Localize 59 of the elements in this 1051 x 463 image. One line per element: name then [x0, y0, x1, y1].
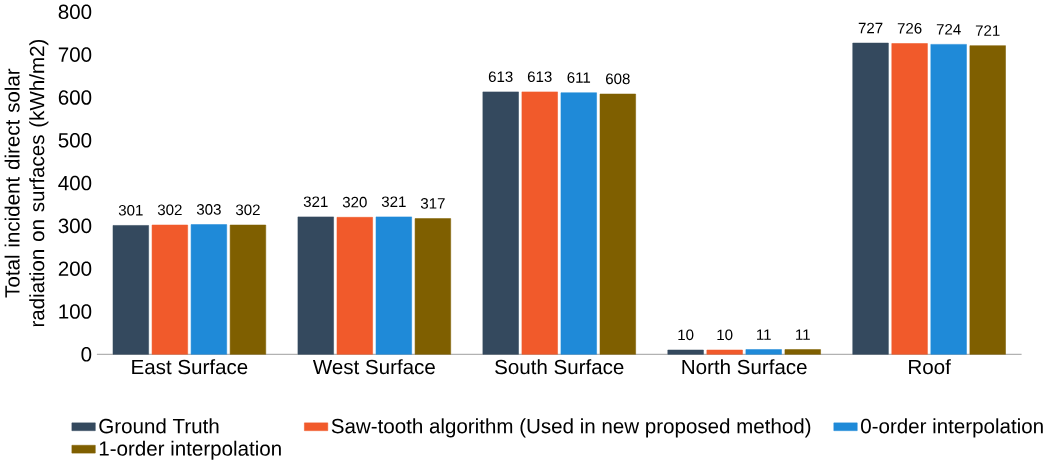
bar	[969, 45, 1006, 355]
data-label: 608	[606, 73, 630, 85]
bar	[297, 216, 334, 355]
data-label: 302	[235, 204, 260, 216]
bar	[560, 92, 597, 355]
bar	[112, 225, 149, 355]
y-tick-label: 300	[58, 218, 92, 234]
bar	[706, 349, 743, 355]
bar	[151, 224, 188, 355]
data-label: 11	[757, 329, 771, 340]
x-tick-label: North Surface	[682, 359, 807, 375]
bar	[482, 91, 519, 355]
bar	[375, 216, 412, 355]
legend-label: Ground Truth	[99, 418, 219, 434]
x-tick-label: West Surface	[312, 359, 435, 375]
y-tick-label: 600	[58, 90, 92, 105]
x-tick-label: Roof	[909, 359, 951, 375]
bar	[667, 349, 704, 355]
x-tick-label: South Surface	[495, 359, 624, 375]
data-label: 321	[381, 196, 406, 207]
bar	[930, 44, 967, 355]
y-tick-label: 700	[58, 47, 92, 62]
data-label: 303	[196, 204, 221, 215]
data-label: 317	[420, 198, 445, 209]
y-tick-label: 400	[58, 175, 92, 191]
bar	[190, 224, 227, 355]
y-tick-label: 0	[81, 346, 92, 362]
legend-label: 1-order interpolation	[99, 440, 281, 460]
y-tick-label: 500	[58, 132, 92, 148]
bar	[745, 349, 782, 355]
y-tick-label: 200	[58, 261, 92, 276]
bar	[414, 218, 451, 355]
bar	[229, 224, 267, 355]
data-label: 726	[897, 22, 922, 34]
data-label: 724	[936, 23, 961, 35]
bar	[599, 93, 636, 355]
bar	[784, 349, 821, 355]
data-label: 301	[118, 204, 143, 216]
data-label: 11	[796, 329, 810, 340]
data-label: 613	[488, 71, 513, 82]
data-label: 721	[975, 25, 1000, 36]
bar	[336, 216, 373, 355]
legend-label: 0-order interpolation	[861, 418, 1043, 438]
data-label: 611	[567, 72, 591, 83]
data-label: 727	[858, 22, 883, 34]
bar	[891, 43, 928, 355]
data-label: 613	[527, 71, 552, 82]
y-tick-label: 100	[59, 304, 92, 319]
data-label: 320	[342, 196, 367, 208]
data-label: 10	[678, 329, 694, 341]
data-label: 321	[303, 196, 328, 207]
bar	[521, 91, 558, 355]
data-label: 302	[157, 204, 182, 216]
legend-label: Saw-tooth algorithm (Used in new proposed method)	[331, 418, 811, 438]
x-tick-label: East Surface	[132, 359, 248, 375]
data-label: 10	[717, 329, 733, 341]
bar	[852, 42, 889, 355]
y-tick-label: 800	[58, 4, 92, 20]
y-axis-title: Total incident direct solar radiation on surfaces (kWh/m2)	[4, 39, 49, 327]
